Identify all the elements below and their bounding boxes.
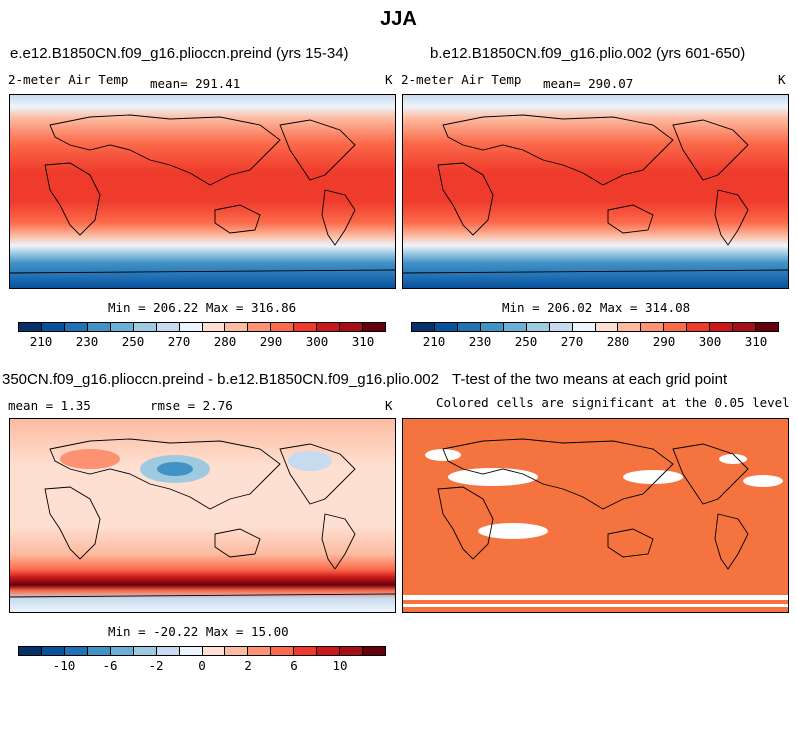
colorbar-swatch xyxy=(503,323,527,331)
colorbar-swatch xyxy=(110,647,134,655)
panel2-title: b.e12.B1850CN.f09_g16.plio.002 (yrs 601-… xyxy=(430,45,746,62)
colorbar-tick-label: 280 xyxy=(213,334,237,349)
colorbar-tick-label: 250 xyxy=(514,334,538,349)
colorbar-swatch xyxy=(202,647,226,655)
colorbar-swatch xyxy=(572,323,596,331)
panel1-variable: 2-meter Air Temp xyxy=(8,72,129,87)
colorbar-tick-label: 270 xyxy=(560,334,584,349)
panel4-title: T-test of the two means at each grid poi… xyxy=(452,371,728,388)
colorbar-tick-label: 210 xyxy=(29,334,53,349)
colorbar-swatch xyxy=(340,647,364,655)
colorbar-swatch xyxy=(225,323,249,331)
colorbar-swatch xyxy=(87,323,111,331)
colorbar-tick-label: -2 xyxy=(148,658,164,673)
colorbar-tick-label: 310 xyxy=(744,334,768,349)
colorbar-swatch xyxy=(156,647,180,655)
colorbar-swatch xyxy=(756,323,778,331)
colorbar-swatch xyxy=(317,323,341,331)
panel1-minmax: Min = 206.22 Max = 316.86 xyxy=(108,300,297,315)
colorbar-swatch xyxy=(41,647,65,655)
colorbar-tick-label: 6 xyxy=(290,658,298,673)
colorbar-swatch xyxy=(202,323,226,331)
panel3-units: K xyxy=(385,398,393,413)
colorbar-tick-label: 250 xyxy=(121,334,145,349)
colorbar-tick-label: 310 xyxy=(351,334,375,349)
panel2-minmax: Min = 206.02 Max = 314.08 xyxy=(502,300,691,315)
colorbar-swatch xyxy=(480,323,504,331)
panel3-map xyxy=(9,418,396,613)
panel1-map xyxy=(9,94,396,289)
colorbar-swatch xyxy=(133,323,157,331)
panel1-units: K xyxy=(385,72,393,87)
colorbar-swatch xyxy=(248,647,272,655)
colorbar-swatch xyxy=(664,323,688,331)
colorbar-tick-label: 300 xyxy=(698,334,722,349)
colorbar-swatch xyxy=(340,323,364,331)
colorbar-swatch xyxy=(595,323,619,331)
colorbar-swatch xyxy=(618,323,642,331)
colorbar-swatch xyxy=(294,647,318,655)
panel1-mean: mean= 291.41 xyxy=(150,76,241,91)
colorbar-tick-label: 10 xyxy=(332,658,348,673)
panel3-minmax: Min = -20.22 Max = 15.00 xyxy=(108,624,289,639)
panel1-colorbar xyxy=(18,322,386,332)
panel1-title: e.e12.B1850CN.f09_g16.plioccn.preind (yr… xyxy=(10,45,349,62)
colorbar-swatch xyxy=(363,323,385,331)
colorbar-swatch xyxy=(41,323,65,331)
colorbar-swatch xyxy=(526,323,550,331)
colorbar-tick-label: 290 xyxy=(259,334,283,349)
panel3-rmse: rmse = 2.76 xyxy=(150,398,233,413)
panel3-mean: mean = 1.35 xyxy=(8,398,91,413)
colorbar-swatch xyxy=(110,323,134,331)
colorbar-swatch xyxy=(294,323,318,331)
panel2-map xyxy=(402,94,789,289)
colorbar-swatch xyxy=(179,323,203,331)
panel4-map xyxy=(402,418,789,613)
colorbar-swatch xyxy=(733,323,757,331)
figure-title: JJA xyxy=(380,8,417,30)
panel3-colorbar xyxy=(18,646,386,656)
panel3-title: 350CN.f09_g16.plioccn.preind - b.e12.B18… xyxy=(2,371,439,388)
colorbar-tick-label: -10 xyxy=(52,658,76,673)
colorbar-tick-label: 230 xyxy=(468,334,492,349)
colorbar-swatch xyxy=(457,323,481,331)
colorbar-tick-label: 290 xyxy=(652,334,676,349)
colorbar-swatch xyxy=(271,647,295,655)
colorbar-swatch xyxy=(248,323,272,331)
panel2-colorbar xyxy=(411,322,779,332)
colorbar-swatch xyxy=(87,647,111,655)
colorbar-tick-label: 230 xyxy=(75,334,99,349)
colorbar-tick-label: 280 xyxy=(606,334,630,349)
panel2-variable: 2-meter Air Temp xyxy=(401,72,522,87)
colorbar-tick-label: 0 xyxy=(198,658,206,673)
colorbar-tick-label: 270 xyxy=(167,334,191,349)
colorbar-swatch xyxy=(412,323,435,331)
colorbar-swatch xyxy=(549,323,573,331)
colorbar-swatch xyxy=(317,647,341,655)
colorbar-swatch xyxy=(687,323,711,331)
colorbar-swatch xyxy=(710,323,734,331)
colorbar-swatch xyxy=(64,647,88,655)
colorbar-tick-label: 300 xyxy=(305,334,329,349)
colorbar-swatch xyxy=(363,647,385,655)
colorbar-swatch xyxy=(434,323,458,331)
colorbar-tick-label: 2 xyxy=(244,658,252,673)
colorbar-swatch xyxy=(641,323,665,331)
colorbar-swatch xyxy=(19,647,42,655)
colorbar-tick-label: -6 xyxy=(102,658,118,673)
panel2-units: K xyxy=(778,72,786,87)
panel2-mean: mean= 290.07 xyxy=(543,76,634,91)
colorbar-swatch xyxy=(271,323,295,331)
colorbar-swatch xyxy=(133,647,157,655)
colorbar-swatch xyxy=(156,323,180,331)
panel4-subtitle: Colored cells are significant at the 0.0… xyxy=(436,395,790,410)
colorbar-swatch xyxy=(64,323,88,331)
colorbar-swatch xyxy=(19,323,42,331)
colorbar-tick-label: 210 xyxy=(422,334,446,349)
colorbar-swatch xyxy=(225,647,249,655)
colorbar-swatch xyxy=(179,647,203,655)
